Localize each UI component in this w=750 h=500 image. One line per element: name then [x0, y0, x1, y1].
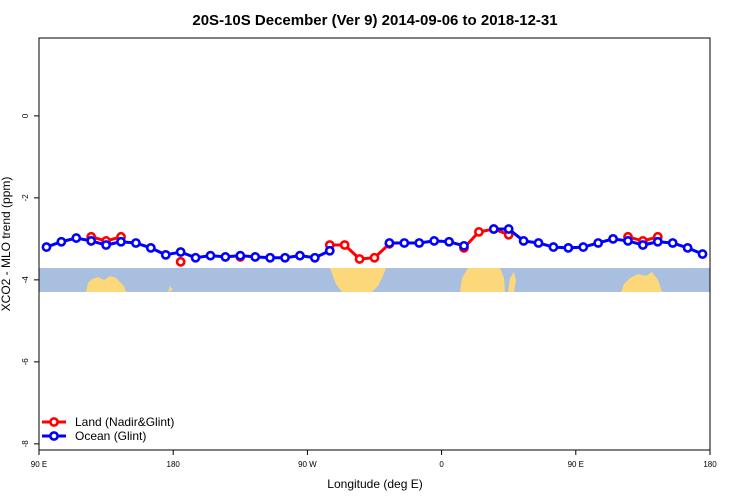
point [429, 236, 440, 246]
point [518, 236, 529, 246]
land-shape [621, 272, 662, 292]
point [175, 256, 186, 267]
chart-title: 20S-10S December (Ver 9) 2014-09-06 to 2… [192, 12, 557, 29]
point [324, 245, 335, 256]
legend-label: Land (Nadir&Glint) [75, 415, 174, 429]
x-tick-label: 180 [703, 460, 717, 469]
y-tick-label: -8 [21, 440, 30, 448]
legend-marker [49, 431, 59, 441]
land-shape [460, 268, 505, 292]
point [265, 252, 276, 263]
land-shape [168, 286, 173, 292]
point [56, 236, 67, 247]
point [295, 250, 305, 261]
point [145, 242, 156, 253]
point [593, 238, 604, 248]
point [682, 242, 693, 253]
point [414, 238, 425, 248]
point [623, 236, 633, 246]
point [473, 227, 484, 237]
point [697, 249, 708, 259]
map-strip [39, 268, 710, 292]
point [354, 254, 365, 264]
point [101, 240, 111, 250]
point [205, 250, 216, 261]
point [190, 252, 201, 263]
point [533, 238, 544, 248]
point [652, 236, 663, 247]
point [459, 240, 469, 251]
legend-marker [49, 417, 59, 427]
point [488, 224, 499, 234]
point [399, 238, 410, 248]
point [175, 247, 186, 257]
point [384, 238, 395, 248]
point [638, 240, 648, 250]
point [608, 233, 618, 244]
point [160, 249, 171, 260]
plot-frame [38, 37, 711, 451]
y-tick-label: 0 [21, 113, 30, 118]
x-tick-label: 180 [167, 460, 181, 469]
point [339, 240, 350, 250]
x-tick-label: 0 [439, 460, 444, 469]
point [41, 242, 52, 252]
point [280, 252, 290, 263]
legend-label: Ocean (Glint) [75, 429, 146, 443]
y-axis-label: XCO2 - MLO trend (ppm) [0, 177, 13, 312]
point [131, 238, 141, 248]
point [444, 236, 454, 247]
point [116, 236, 126, 247]
point [250, 252, 261, 262]
y-tick-label: -2 [21, 194, 30, 202]
point [71, 233, 82, 243]
y-tick-label: -6 [21, 358, 30, 366]
point [503, 224, 514, 234]
point [220, 252, 231, 262]
land-shape [330, 268, 386, 292]
point [86, 236, 97, 246]
x-tick-label: 90 E [568, 460, 584, 469]
land-shape [86, 276, 126, 292]
x-axis-label: Longitude (deg E) [327, 477, 422, 491]
point [369, 252, 380, 263]
point [667, 238, 678, 248]
point [309, 252, 320, 263]
point [578, 242, 589, 252]
point [235, 250, 246, 261]
x-tick-label: 90 E [31, 460, 47, 469]
land-shape [508, 272, 516, 292]
x-tick-label: 90 W [298, 460, 317, 469]
point [548, 242, 559, 252]
point [563, 242, 574, 253]
y-tick-label: -4 [21, 276, 30, 284]
